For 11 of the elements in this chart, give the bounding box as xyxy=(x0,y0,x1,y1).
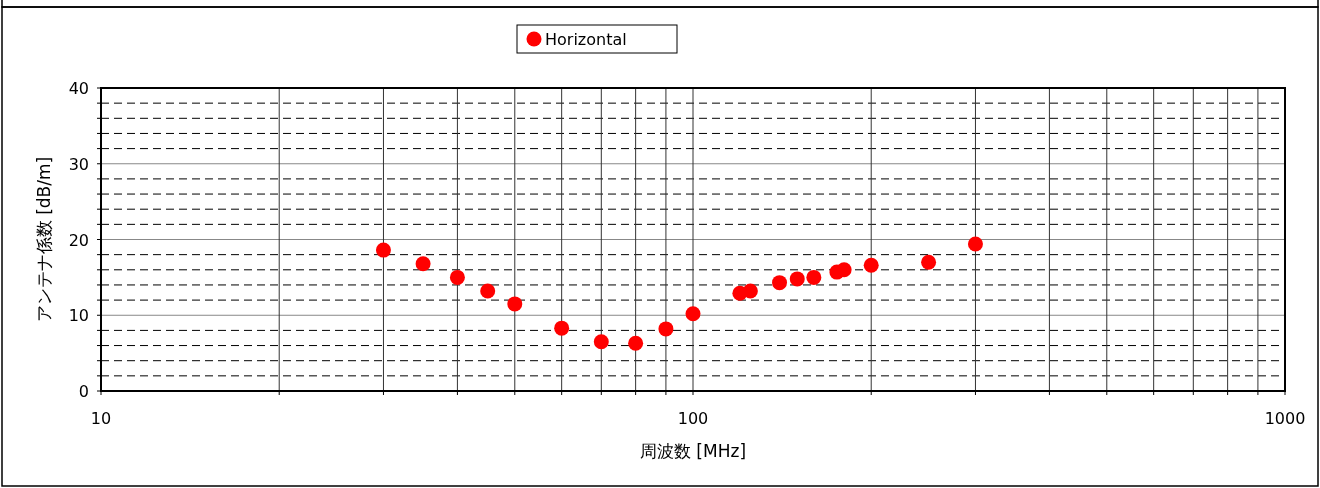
y-tick-label: 30 xyxy=(68,154,89,174)
y-tick-label: 40 xyxy=(68,79,89,98)
y-tick-label: 0 xyxy=(78,382,89,401)
y-axis-title: アンテナ係数 [dB/m] xyxy=(34,156,54,323)
x-tick-label: 10 xyxy=(90,409,112,428)
x-axis-title: 周波数 [MHz] xyxy=(639,441,747,461)
y-tick-label: 20 xyxy=(68,230,89,250)
legend-label: Horizontal xyxy=(545,30,627,49)
x-tick-label: 100 xyxy=(677,409,709,428)
x-tick-label: 1000 xyxy=(1264,409,1306,428)
y-tick-label: 10 xyxy=(68,306,89,326)
